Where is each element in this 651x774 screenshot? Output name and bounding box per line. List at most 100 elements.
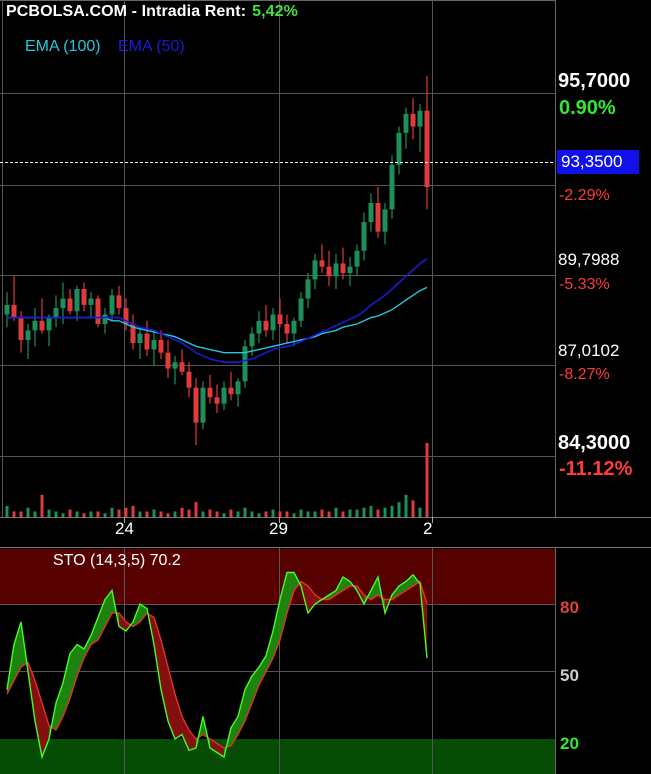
- candle-body: [256, 320, 262, 334]
- price-label-top: 95,7000: [558, 70, 631, 92]
- sto-fill: [231, 716, 238, 746]
- volume-bar: [397, 502, 401, 517]
- sto-fill: [371, 577, 378, 600]
- candle-body: [186, 371, 192, 388]
- candle-body: [144, 333, 150, 350]
- volume-bar: [124, 507, 128, 517]
- volume-bar: [159, 511, 163, 517]
- x-label-24: 24: [115, 519, 134, 538]
- sto-fill: [252, 667, 259, 703]
- volume-bar: [285, 511, 289, 517]
- candle-body: [263, 320, 269, 331]
- volume-bar: [257, 513, 261, 517]
- candle-body: [53, 308, 59, 318]
- candle-body: [46, 317, 52, 331]
- volume-bar: [334, 507, 338, 517]
- header-title: PCBOLSA.COM - Intradia Rent:: [6, 3, 247, 20]
- volume-bar: [355, 509, 359, 517]
- volume-bar: [215, 511, 219, 517]
- candle-body: [207, 387, 213, 398]
- candle-body: [32, 320, 38, 331]
- volume-bar: [180, 507, 184, 517]
- candle-body: [354, 250, 360, 267]
- candle-body: [60, 298, 66, 309]
- volume-bar: [327, 511, 331, 517]
- candle-body: [375, 203, 381, 232]
- candle-body: [228, 387, 234, 395]
- candle-body: [326, 266, 332, 277]
- candle-body: [81, 288, 87, 305]
- candle-body: [116, 295, 122, 309]
- volume-bar: [110, 507, 114, 517]
- volume-bar: [243, 507, 247, 517]
- candle-body: [200, 387, 206, 423]
- volume-bar: [348, 509, 352, 517]
- candle-body: [74, 288, 80, 312]
- candle-body: [25, 330, 31, 340]
- volume-bar: [103, 513, 107, 517]
- candle-body: [165, 352, 171, 369]
- volume-bar: [341, 511, 345, 517]
- volume-bar: [208, 509, 212, 517]
- volume-bar: [96, 511, 100, 517]
- candle-body: [284, 324, 290, 334]
- candle-body: [102, 314, 108, 324]
- sto-fill: [63, 653, 70, 717]
- candle-body: [340, 263, 346, 274]
- volume-bar: [278, 511, 282, 517]
- pct-label-3: -8.27%: [559, 366, 610, 383]
- legend-ema50: EMA (50): [118, 38, 185, 55]
- volume-bar: [61, 513, 65, 517]
- volume-bar: [222, 513, 226, 517]
- volume-bar: [33, 511, 37, 517]
- sto-fill: [77, 644, 84, 676]
- sto-fill: [280, 572, 287, 640]
- volume-bar: [299, 509, 303, 517]
- volume-bar: [194, 502, 198, 517]
- sto-fill: [287, 572, 294, 613]
- volume-bar: [82, 513, 86, 517]
- volume-bar: [173, 511, 177, 517]
- candle-body: [403, 113, 409, 133]
- sto-fill: [189, 730, 196, 751]
- candle-body: [382, 209, 388, 232]
- sto-fill: [84, 635, 91, 658]
- candle-body: [158, 339, 164, 353]
- ema50-line: [7, 258, 428, 363]
- sto-level-80: 80: [560, 598, 579, 617]
- volume-bar: [26, 507, 30, 517]
- candle-body: [67, 298, 73, 312]
- volume-bar: [369, 505, 373, 517]
- candle-body: [291, 320, 297, 334]
- volume-bar: [166, 513, 170, 517]
- candle-body: [4, 304, 10, 315]
- sto-d-line: [6, 580, 428, 749]
- volume-bar: [138, 511, 142, 517]
- candle-body: [214, 397, 220, 404]
- x-label-29: 29: [269, 519, 288, 538]
- sto-fill: [168, 667, 175, 739]
- candle-body: [410, 113, 416, 127]
- volume-bar: [362, 507, 366, 517]
- volume-bar: [54, 511, 58, 517]
- sto-fill: [175, 694, 182, 739]
- price-label-bottom: 84,3000: [558, 432, 631, 454]
- candle-body: [424, 110, 430, 188]
- current-price-tag: 93,3500: [557, 150, 639, 174]
- candle-body: [235, 381, 241, 395]
- volume-bar: [229, 509, 233, 517]
- sto-level-50: 50: [560, 666, 579, 685]
- candle-body: [88, 298, 94, 305]
- rent-value: 5,42%: [252, 3, 299, 20]
- candle-body: [298, 298, 304, 321]
- x-label-2: 2: [423, 519, 433, 538]
- candle-body: [172, 362, 178, 369]
- sto-fill: [91, 617, 98, 645]
- candle-body: [368, 203, 374, 223]
- sto-oversold-zone: [0, 739, 555, 774]
- candle-body: [242, 346, 248, 382]
- volume-bar: [236, 511, 240, 517]
- candle-body: [389, 164, 395, 210]
- sto-overbought-zone: [0, 549, 555, 604]
- volume-bar: [201, 511, 205, 517]
